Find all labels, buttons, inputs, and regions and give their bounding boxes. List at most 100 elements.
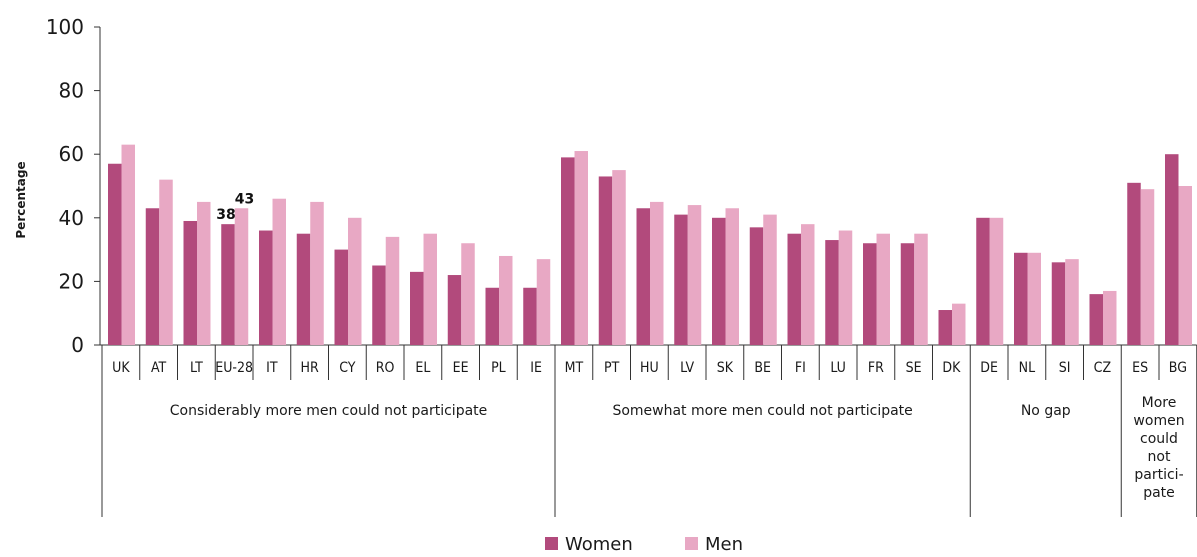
x-tick-label: SE [906,360,922,376]
x-tick-label: SI [1059,360,1071,376]
bar-men [234,208,249,345]
x-tick-label: LT [190,360,203,376]
bar-women [447,275,462,345]
bar-women [1014,252,1028,345]
x-tick-label: SK [717,360,734,376]
bar-men [348,217,362,345]
bar-men [1140,189,1155,345]
bar-men [574,151,588,345]
bar-men [197,201,211,345]
y-tick-label: 60 [59,142,84,166]
bar-men [725,208,739,345]
group-label: women [1133,413,1184,429]
bar-men [310,201,324,345]
bar-men [612,170,626,345]
bar-women [1051,262,1066,345]
group-label: could [1140,431,1178,447]
bar-women [938,310,952,345]
bar-women [372,265,386,345]
bar-men [838,230,853,345]
plot-area: 0 20 40 60 80 100 UK AT LT EU-28 IT HR CY RO EL EE PL IE M… [46,15,1197,517]
group-label: pate [1143,485,1175,501]
legend-swatch-men [685,537,698,550]
y-tick-label: 80 [59,79,84,103]
bar-men [499,255,513,345]
bar-women [108,163,122,345]
bar-women [334,249,348,345]
x-tick-label: IE [530,360,542,376]
bar-men [763,214,777,345]
bar-men [952,303,966,345]
x-tick-label: CZ [1094,360,1112,376]
x-tick-label: FI [795,360,806,376]
group-label: Considerably more men could not particip… [170,403,488,419]
x-tick-label: EL [415,360,430,376]
x-tick-label: ES [1132,360,1148,376]
bar-women [598,176,613,345]
x-tick-label: LU [830,360,846,376]
bar-men [1065,259,1079,345]
group-label: More [1142,395,1177,411]
x-tick-label: DE [980,360,998,376]
group-label: partici- [1134,467,1183,483]
x-tick-label: RO [376,360,395,376]
x-tick-label: BE [754,360,771,376]
group-label: No gap [1021,403,1071,419]
bar-women [900,243,915,345]
x-tick-label: HU [640,360,659,376]
bar-women [976,217,990,345]
bar-women [296,233,311,345]
bar-women [1089,294,1103,345]
x-tick-label: PT [604,360,620,376]
bar-women [259,230,273,345]
bar-men [536,259,551,345]
x-tick-label: DK [942,360,961,376]
bar-men [914,233,928,345]
x-tick-label: HR [301,360,319,376]
y-tick-label: 40 [59,206,84,230]
bar-women [410,271,424,345]
x-tick-label: EU-28 [215,360,253,376]
bar-men [385,236,400,345]
bar-men [272,198,286,345]
bar-women [787,233,801,345]
bar-women [561,157,575,345]
bar-men [989,217,1004,345]
y-axis-label: Percentage [14,161,28,238]
x-tick-label: MT [565,360,584,376]
bar-women [636,208,650,345]
bar-women [712,217,726,345]
bar-men [1103,290,1117,345]
bar-women [825,240,839,345]
x-tick-label: FR [868,360,884,376]
legend-label-men: Men [705,534,743,555]
bar-men [159,179,173,345]
data-label: 43 [235,191,254,207]
y-tick-label: 20 [59,269,84,293]
bar-women [674,214,688,345]
bar-men [801,224,815,345]
bar-women [183,220,197,345]
x-tick-label: UK [112,360,130,376]
bar-women [1165,154,1179,345]
legend: Women Men [545,534,743,555]
bar-women [485,287,499,345]
x-tick-label: NL [1019,360,1035,376]
bar-women [221,224,235,345]
y-tick-label: 0 [71,333,84,357]
legend-swatch-women [545,537,558,550]
x-tick-label: CY [339,360,356,376]
bar-women [145,208,160,345]
bar-men [121,144,135,345]
group-label: not [1148,449,1171,465]
bar-men [423,233,437,345]
bar-women [749,227,764,345]
bar-men [650,201,664,345]
legend-label-women: Women [565,534,633,555]
bar-men [461,243,475,345]
bar-men [876,233,890,345]
bar-men [1178,186,1192,345]
x-tick-label: IT [266,360,278,376]
